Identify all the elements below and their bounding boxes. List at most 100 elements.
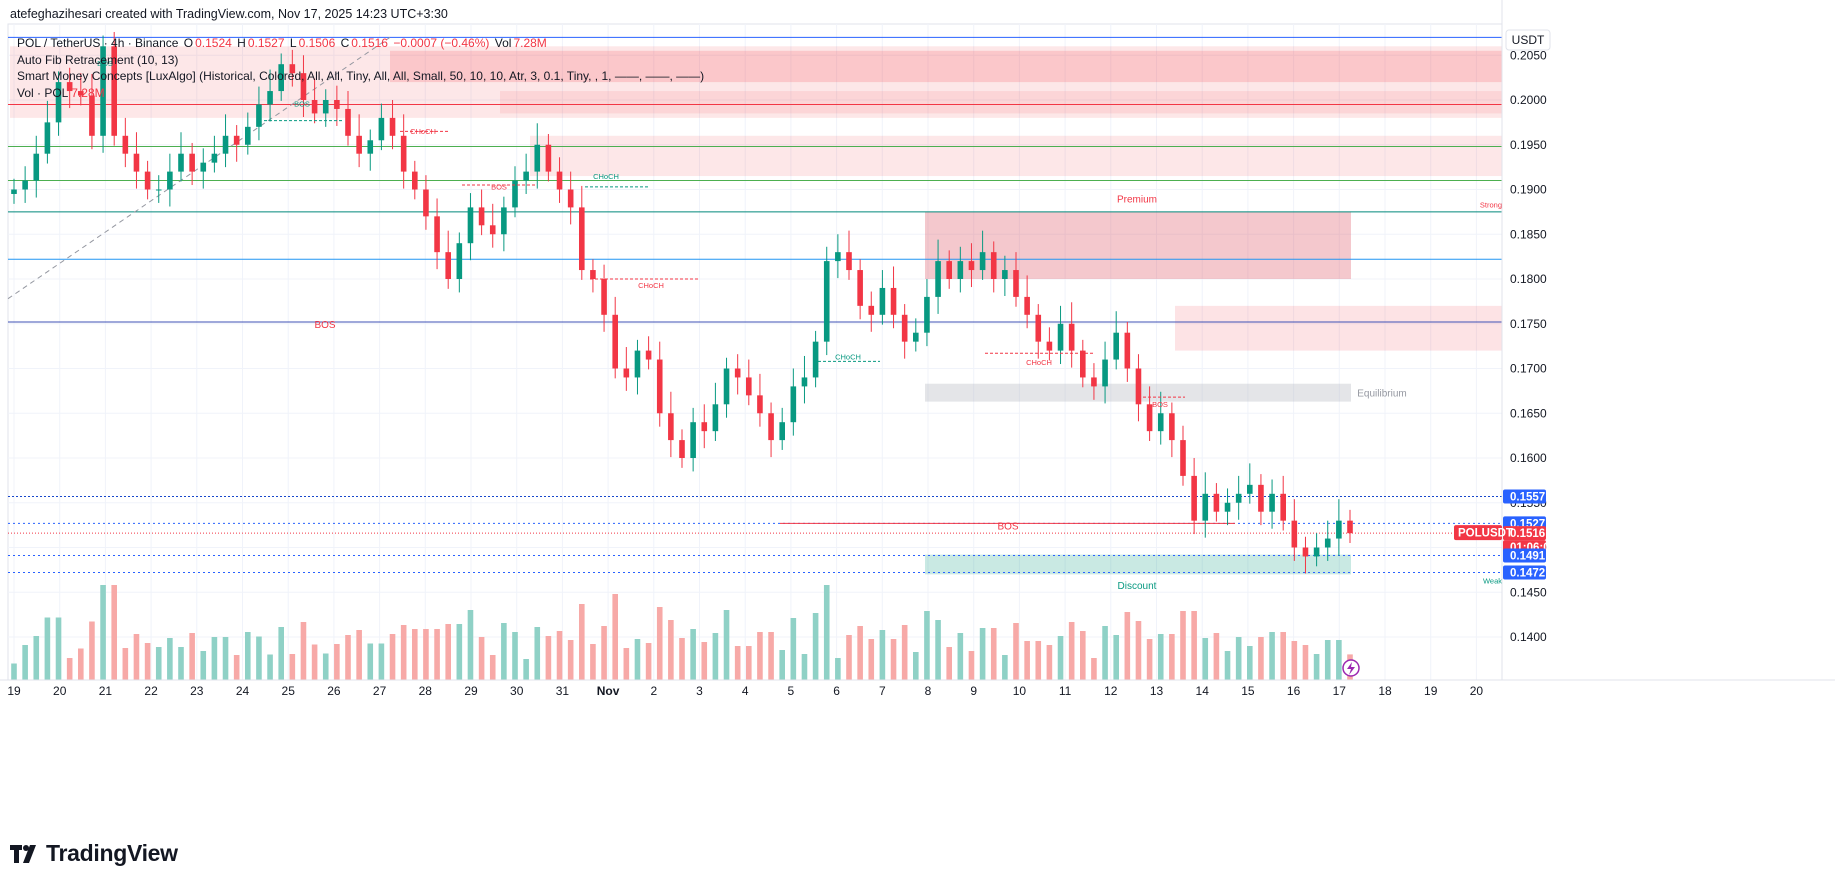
candle-up: [378, 117, 385, 141]
volume-bar: [155, 647, 162, 680]
candle-down: [612, 314, 618, 369]
candle-down: [412, 171, 418, 190]
volume-bar: [345, 635, 351, 680]
volume-bar: [378, 643, 385, 680]
candle-down: [590, 270, 596, 279]
candle-up: [879, 287, 886, 315]
candle-up: [245, 126, 251, 145]
time-axis[interactable]: 19 20 21 22 23 24 25 26 27 28 29 30 31 Nov 2 3 4 5 6 7 8 9 10 1…: [0, 679, 1835, 698]
candle-down: [656, 359, 663, 414]
volume-bar: [1213, 633, 1220, 680]
candle-up: [222, 135, 229, 154]
candle-up: [22, 180, 28, 190]
structure-label: BOS: [997, 522, 1018, 533]
candle-down: [1258, 484, 1264, 512]
candle-down: [757, 395, 763, 414]
candle-up: [1313, 547, 1320, 557]
volume-bar: [1191, 611, 1197, 680]
volume-bar: [200, 651, 207, 680]
time-tick-label: 5: [788, 684, 795, 698]
volume-bar: [545, 636, 552, 680]
candle-up: [712, 404, 719, 432]
volume-bar: [33, 636, 40, 680]
candle-up: [534, 144, 541, 172]
volume-bar: [601, 626, 607, 680]
volume-bar: [801, 654, 808, 680]
volume-bar: [990, 628, 997, 680]
candle-down: [1280, 493, 1286, 521]
candle-down: [1191, 475, 1197, 521]
price-tag-label: 0.1472: [1510, 568, 1545, 580]
candle-up: [33, 153, 40, 181]
price-tag: [1503, 565, 1546, 580]
candle-up: [979, 252, 986, 271]
open-value: 0.1524: [195, 36, 232, 50]
candle-down: [1046, 341, 1053, 351]
volume-bar: [579, 604, 585, 680]
candle-up: [634, 350, 641, 378]
volume-bar: [612, 594, 618, 680]
candle-up: [690, 422, 696, 458]
order-block: [1175, 305, 1502, 351]
volume-bar: [1202, 638, 1209, 680]
price-tick-label: 0.1700: [1510, 362, 1547, 376]
volume-bar: [668, 620, 674, 680]
volume-bar: [489, 655, 496, 680]
volume-bar: [400, 625, 407, 680]
volume-bar: [534, 627, 541, 680]
volume-bar: [868, 639, 875, 680]
volume-bar: [979, 628, 986, 680]
candle-down: [1024, 296, 1030, 315]
premium-zone: [925, 211, 1351, 279]
time-tick-label: Nov: [597, 684, 620, 698]
brand-name: TradingView: [46, 840, 178, 866]
indicator-fib[interactable]: Auto Fib Retracement (10, 13): [17, 52, 179, 67]
symbol-title[interactable]: POL / TetherUS · 4h · Binance: [17, 36, 179, 50]
structure-label: BOS: [1152, 400, 1168, 409]
candle-up: [801, 377, 808, 387]
candle-up: [512, 180, 518, 208]
supply-zone: [390, 50, 1502, 83]
volume-bar: [1291, 641, 1298, 680]
high-value: 0.1527: [247, 36, 285, 50]
candle-down: [901, 314, 908, 342]
candle-down: [1135, 368, 1142, 405]
candle-down: [189, 153, 195, 172]
price-tag: [1503, 548, 1546, 563]
volume-bar: [690, 629, 696, 680]
volume-bar: [957, 633, 964, 680]
indicator-smc[interactable]: Smart Money Concepts [LuxAlgo] (Historic…: [17, 69, 705, 83]
volume-bar: [1002, 655, 1008, 680]
volume-bar: [1324, 640, 1331, 680]
candle-up: [456, 243, 463, 279]
volume-bar: [512, 632, 518, 680]
candle-down: [768, 413, 774, 441]
volume-bar: [1091, 658, 1097, 680]
candle-down: [356, 135, 362, 154]
supply-zone: [500, 91, 1502, 114]
lightning-icon: [1342, 659, 1360, 677]
time-tick-label: 2: [650, 684, 657, 698]
equilibrium-label: Equilibrium: [1357, 389, 1406, 400]
candle-down: [1091, 377, 1097, 387]
candle-down: [122, 135, 129, 154]
tradingview-logo[interactable]: TradingView: [10, 840, 178, 867]
volume-bar: [66, 658, 73, 680]
volume-bar: [634, 639, 641, 680]
volume-bar: [734, 646, 741, 680]
indicator-volume[interactable]: Vol · POL 7.28M: [17, 85, 704, 102]
volume-bar: [1035, 641, 1042, 680]
volume-bar: [412, 629, 418, 680]
time-tick-label: 15: [1241, 684, 1255, 698]
candle-down: [668, 413, 674, 441]
price-tick-label: 0.1650: [1510, 406, 1547, 420]
candle-up: [1102, 359, 1108, 387]
candle-up: [835, 252, 841, 262]
candle-up: [1336, 520, 1342, 539]
volume-bar: [1102, 626, 1108, 680]
volume-bar: [790, 618, 797, 680]
candle-down: [289, 64, 296, 74]
